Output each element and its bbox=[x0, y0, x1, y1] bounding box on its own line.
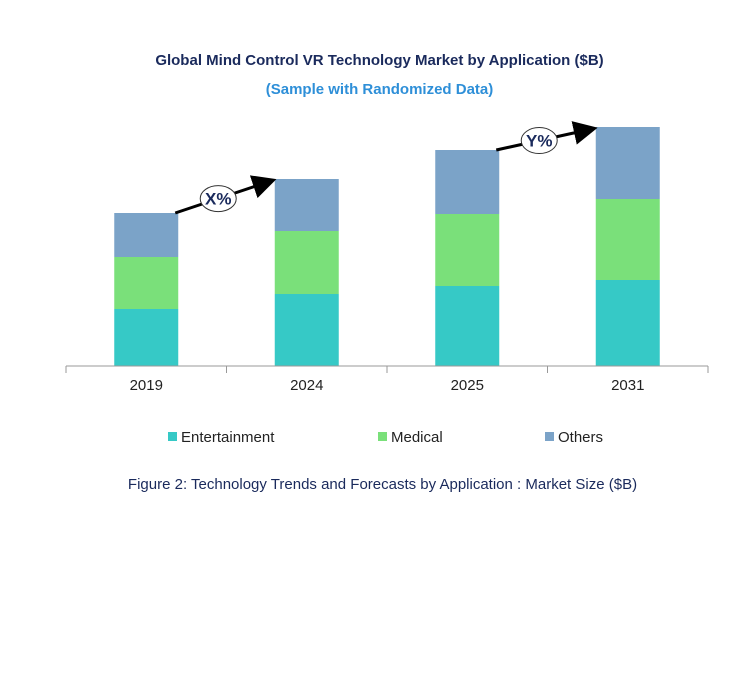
growth-label: Y% bbox=[526, 132, 552, 151]
bar-others-2025 bbox=[435, 150, 500, 214]
legend-label-others: Others bbox=[558, 429, 603, 446]
legend-swatch-medical bbox=[378, 432, 387, 441]
legend-swatch-entertainment bbox=[168, 432, 177, 441]
bar-medical-2025 bbox=[435, 214, 500, 286]
x-tick-label: 2031 bbox=[611, 377, 644, 394]
legend-label-entertainment: Entertainment bbox=[181, 429, 275, 446]
growth-label: X% bbox=[205, 190, 231, 209]
x-tick-label: 2025 bbox=[451, 377, 484, 394]
bar-others-2031 bbox=[595, 127, 660, 199]
bar-entertainment-2019 bbox=[114, 309, 179, 366]
bar-others-2024 bbox=[274, 179, 339, 231]
legend-label-medical: Medical bbox=[391, 429, 443, 446]
bar-medical-2031 bbox=[595, 199, 660, 280]
growth-label-bubble bbox=[199, 185, 237, 213]
bar-others-2019 bbox=[114, 213, 179, 257]
x-tick-label: 2019 bbox=[130, 377, 163, 394]
bar-medical-2024 bbox=[274, 231, 339, 294]
chart-subtitle: (Sample with Randomized Data) bbox=[265, 81, 494, 98]
bar-entertainment-2031 bbox=[595, 280, 660, 366]
bar-entertainment-2024 bbox=[274, 294, 339, 366]
x-tick-label: 2024 bbox=[290, 377, 323, 394]
legend-swatch-others bbox=[545, 432, 554, 441]
growth-label-bubble bbox=[520, 127, 558, 155]
figure-caption: Figure 2: Technology Trends and Forecast… bbox=[127, 476, 638, 493]
bar-medical-2019 bbox=[114, 257, 179, 309]
chart-title: Global Mind Control VR Technology Market… bbox=[155, 52, 604, 69]
bar-entertainment-2025 bbox=[435, 286, 500, 366]
